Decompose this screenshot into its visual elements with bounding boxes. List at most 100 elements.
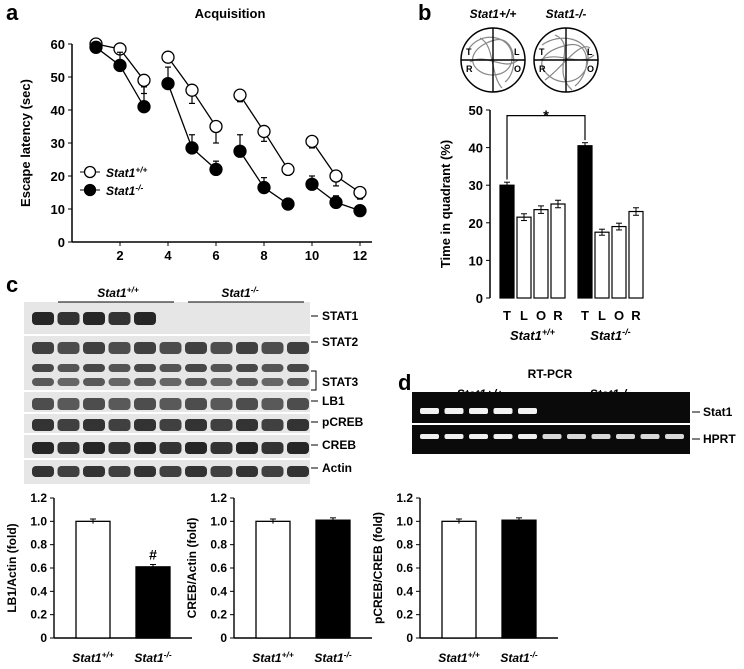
blot-band (108, 312, 131, 325)
chart-b-y-tick-label: 30 (469, 178, 483, 193)
blot-band (287, 442, 309, 454)
chart-c3-category-label: Stat1-/- (500, 649, 537, 665)
chart-c1-category-label: Stat1+/+ (72, 649, 114, 665)
chart-a-point (305, 134, 319, 149)
gel-band-stat1 (469, 408, 488, 414)
blot-band (57, 419, 80, 431)
svg-text:L: L (587, 47, 593, 57)
chart-a-x-tick-label: 10 (305, 248, 319, 260)
chart-a-x-tick-label: 4 (164, 248, 172, 260)
blot-band (210, 364, 233, 372)
gel-divider (412, 423, 690, 425)
blot-band (210, 398, 233, 410)
chart-a-point (185, 141, 199, 155)
blot-band (261, 364, 284, 372)
chart-a-legend-label: Stat1+/+ (106, 164, 148, 180)
blot-band (185, 398, 207, 410)
chart-c1-y-tick-label: 1.0 (30, 514, 47, 528)
blot-row-label: LB1 (322, 394, 345, 408)
chart-c1-y-tick-label: 0.8 (30, 538, 47, 552)
chart-a-x-tick-label: 8 (260, 248, 267, 260)
chart-a-point (329, 195, 343, 210)
maze-genotype-wt: Stat1+/+ (470, 7, 517, 21)
chart-c3-y-tick-label: 0.4 (396, 584, 413, 598)
gel-band-hprt (493, 434, 513, 439)
chart-c1-y-tick-label: 0 (40, 631, 47, 645)
blot-divider (24, 458, 310, 460)
blot-band (185, 442, 207, 454)
blot-band (210, 442, 233, 454)
blot-band (261, 398, 284, 410)
chart-c2-y-tick-label: 1.0 (210, 514, 227, 528)
blot-band (32, 378, 54, 386)
blot-band (83, 364, 105, 372)
blot-band (57, 466, 80, 477)
blot-row-label: STAT1 (322, 309, 359, 323)
chart-b-category-label: L (598, 308, 606, 323)
blot-band (236, 466, 258, 477)
blot-divider (24, 334, 310, 336)
blot-band (134, 364, 156, 372)
blot-band (159, 442, 182, 454)
chart-a-point (257, 180, 271, 195)
blot-band (134, 442, 156, 454)
chart-c2-y-tick-label: 0.4 (210, 584, 227, 598)
chart-c1-category-label: Stat1-/- (134, 649, 171, 665)
blot-row-label: STAT2 (322, 335, 359, 349)
blot-band (134, 466, 156, 477)
blot-band (159, 378, 182, 386)
blot-band (32, 398, 54, 410)
chart-a-y-tick-label: 30 (51, 136, 65, 151)
blot-band (134, 312, 156, 325)
svg-text:R: R (466, 64, 473, 74)
blot-divider (24, 412, 310, 414)
chart-a-legend-marker (83, 165, 97, 179)
chart-b-category-label: L (520, 308, 528, 323)
chart-c1-y-tick-label: 0.4 (30, 584, 47, 598)
blot-band (159, 466, 182, 477)
chart-a-point (209, 162, 223, 177)
western-blot-image (24, 302, 310, 484)
chart-c1-ylabel: LB1/Actin (fold) (5, 523, 19, 612)
chart-b-bar (550, 203, 566, 299)
blot-band (134, 398, 156, 410)
chart-b-category-label: T (503, 308, 511, 323)
blot-band (159, 342, 182, 354)
chart-a-point (137, 100, 151, 114)
blot-band (108, 466, 131, 477)
chart-c3-y-tick-label: 0.2 (396, 608, 413, 622)
chart-a-point (161, 50, 175, 64)
blot-band (287, 419, 309, 431)
chart-c2-ylabel: CREB/Actin (fold) (185, 518, 199, 619)
chart-c3-y-tick-label: 1.0 (396, 514, 413, 528)
rtpcr-gel-image (412, 392, 690, 454)
blot-band (185, 364, 207, 372)
blot-band (108, 398, 131, 410)
chart-c2-bar (255, 520, 291, 639)
blot-divider (24, 433, 310, 435)
creb-actin-bar-chart: 0 0.2 0.4 0.6 0.8 1.0 1.2 CREB/Actin (fold) Stat… (185, 491, 372, 665)
chart-c2-y-tick-label: 1.2 (210, 491, 227, 505)
chart-c3-y-tick-label: 0.8 (396, 538, 413, 552)
chart-c3-y-tick-label: 0.6 (396, 561, 413, 575)
blot-band (185, 378, 207, 386)
chart-a-y-tick-label: 50 (51, 70, 65, 85)
chart-a-x-tick-label: 2 (116, 248, 123, 260)
gel-band-hprt (665, 434, 684, 439)
chart-c2-y-tick-label: 0.8 (210, 538, 227, 552)
blot-row-label: Actin (322, 461, 352, 475)
svg-text:O: O (587, 64, 594, 74)
chart-a-y-tick-label: 0 (58, 235, 65, 250)
gel-band-stat1 (493, 408, 513, 414)
blot-band (32, 364, 54, 372)
blot-band (83, 442, 105, 454)
chart-b-category-label: T (581, 308, 589, 323)
blot-band (57, 442, 80, 454)
blot-band (185, 419, 207, 431)
blot-band (287, 466, 309, 477)
chart-a-point (233, 144, 247, 158)
blot-band (236, 364, 258, 372)
chart-c2-y-tick-label: 0.2 (210, 608, 227, 622)
maze-pool-ko: T L R O (533, 27, 599, 93)
chart-b-category-label: O (536, 308, 546, 323)
